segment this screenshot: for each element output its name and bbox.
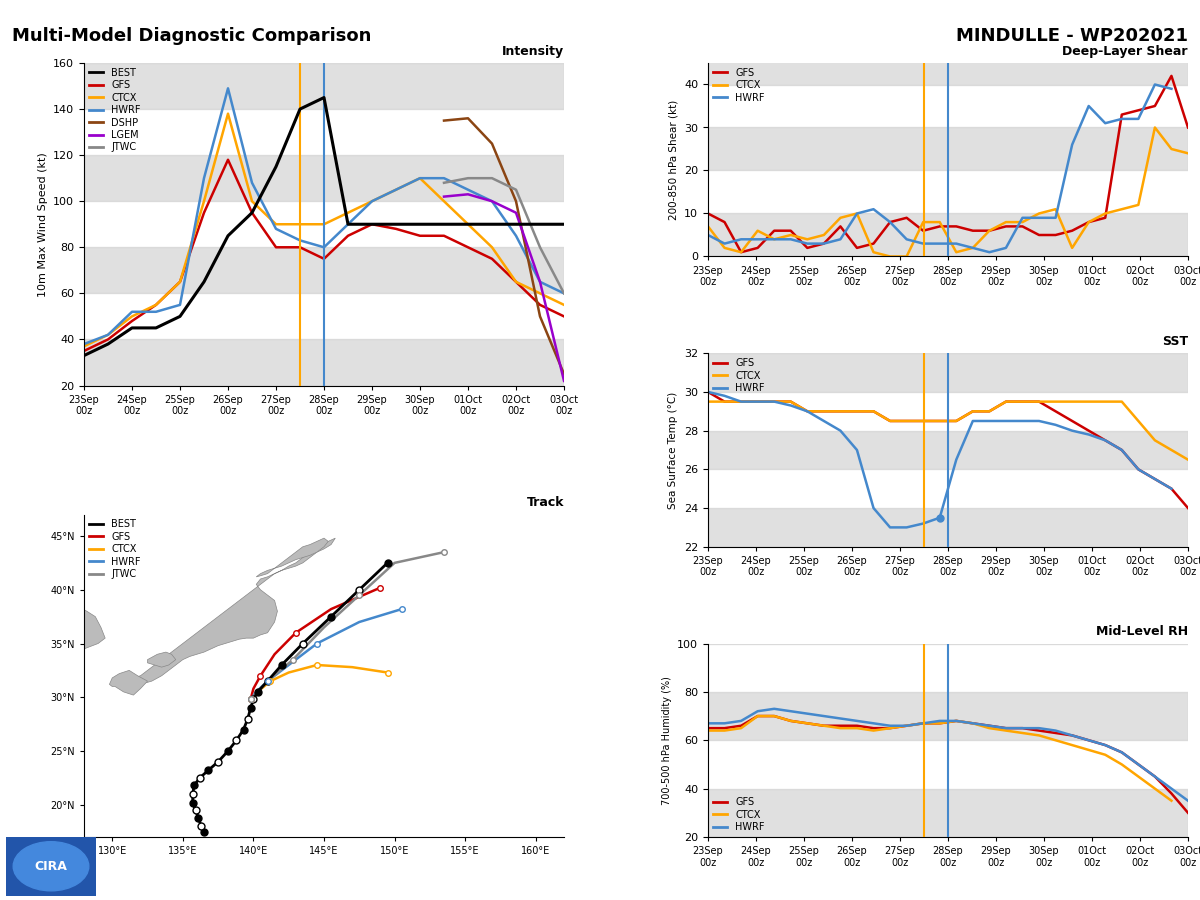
Bar (84, 339, 564, 385)
Text: Track: Track (527, 496, 564, 509)
Bar (708, 213, 1188, 256)
Text: Mid-Level RH: Mid-Level RH (1096, 626, 1188, 638)
Bar (84, 63, 564, 109)
Text: Intensity: Intensity (502, 45, 564, 58)
Bar (84, 248, 564, 293)
Y-axis label: 200-850 hPa Shear (kt): 200-850 hPa Shear (kt) (668, 100, 678, 220)
Text: Multi-Model Diagnostic Comparison: Multi-Model Diagnostic Comparison (12, 27, 371, 45)
Bar (708, 692, 1188, 740)
Y-axis label: 10m Max Wind Speed (kt): 10m Max Wind Speed (kt) (37, 152, 48, 297)
Bar (708, 431, 1188, 470)
Text: MINDULLE - WP202021: MINDULLE - WP202021 (956, 27, 1188, 45)
Legend: GFS, CTCX, HWRF: GFS, CTCX, HWRF (713, 358, 764, 393)
Text: SST: SST (1162, 335, 1188, 348)
Y-axis label: Sea Surface Temp (°C): Sea Surface Temp (°C) (668, 392, 678, 508)
Polygon shape (119, 538, 335, 687)
Legend: BEST, GFS, CTCX, HWRF, JTWC: BEST, GFS, CTCX, HWRF, JTWC (89, 519, 140, 579)
Polygon shape (257, 538, 329, 577)
Polygon shape (44, 606, 106, 654)
Bar (708, 619, 1188, 644)
Circle shape (13, 842, 89, 891)
Polygon shape (148, 652, 175, 667)
Legend: GFS, CTCX, HWRF: GFS, CTCX, HWRF (713, 797, 764, 832)
Bar (708, 508, 1188, 546)
Legend: BEST, GFS, CTCX, HWRF, DSHP, LGEM, JTWC: BEST, GFS, CTCX, HWRF, DSHP, LGEM, JTWC (89, 68, 140, 152)
Text: CIRA: CIRA (35, 860, 67, 873)
Legend: GFS, CTCX, HWRF: GFS, CTCX, HWRF (713, 68, 764, 103)
Bar (708, 128, 1188, 170)
Polygon shape (109, 670, 148, 695)
Bar (84, 155, 564, 202)
Bar (708, 788, 1188, 837)
Y-axis label: 700-500 hPa Humidity (%): 700-500 hPa Humidity (%) (661, 676, 672, 805)
Text: Deep-Layer Shear: Deep-Layer Shear (1062, 45, 1188, 58)
Bar (708, 354, 1188, 392)
Bar (708, 41, 1188, 85)
